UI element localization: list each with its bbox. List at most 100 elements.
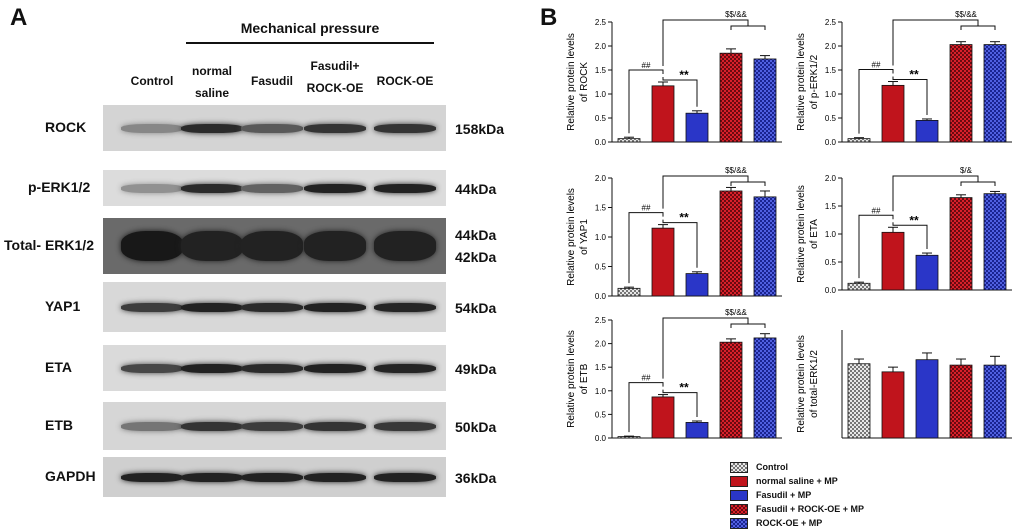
sig-hash-label: ## bbox=[642, 204, 651, 213]
sig-hash-label: ## bbox=[872, 61, 881, 70]
y-tick-label: 2.0 bbox=[595, 340, 607, 349]
y-axis-label: Relative protein levels bbox=[796, 33, 807, 131]
legend-item: normal saline + MP bbox=[730, 475, 838, 488]
column-header: Fasudil bbox=[250, 74, 293, 88]
blot-band bbox=[374, 363, 436, 373]
blot-strip bbox=[103, 457, 446, 497]
sig-hash-label: ## bbox=[642, 61, 651, 70]
y-tick-label: 1.0 bbox=[595, 233, 607, 242]
column-header: normal saline bbox=[191, 64, 232, 100]
blot-strip bbox=[103, 345, 446, 391]
legend-item: Control bbox=[730, 461, 788, 474]
bar bbox=[617, 436, 641, 439]
y-tick-label: 1.5 bbox=[825, 66, 837, 75]
mechanical-pressure-header: Mechanical pressure bbox=[240, 20, 380, 36]
blot-kda: 54kDa bbox=[455, 300, 497, 316]
blot-kda: 50kDa bbox=[455, 419, 497, 435]
bar bbox=[847, 138, 871, 143]
bar bbox=[983, 44, 1007, 143]
sig-bracket bbox=[662, 77, 698, 107]
sig-star-label: ** bbox=[909, 213, 919, 227]
blot-band bbox=[304, 302, 366, 312]
blot-band bbox=[241, 231, 303, 261]
y-tick-label: 2.5 bbox=[595, 316, 607, 325]
sig-hash-label: ## bbox=[642, 374, 651, 383]
y-tick-label: 2.5 bbox=[595, 18, 607, 27]
bar bbox=[915, 120, 939, 143]
y-axis-label: of total-ERK1/2 bbox=[809, 350, 820, 418]
blot-band bbox=[374, 421, 436, 431]
y-axis-label: of ETB bbox=[579, 363, 590, 394]
panel-a-letter: A bbox=[10, 4, 28, 31]
y-tick-label: 2.0 bbox=[595, 174, 607, 183]
blot-band bbox=[181, 183, 243, 193]
blot-band bbox=[181, 302, 243, 312]
y-axis-label: of ETA bbox=[809, 219, 820, 249]
blot-band bbox=[181, 123, 243, 133]
sig-bracket bbox=[628, 69, 664, 134]
legend-swatch bbox=[730, 490, 748, 502]
sig-star-label: ** bbox=[679, 381, 689, 395]
y-tick-label: 1.0 bbox=[595, 90, 607, 99]
sig-bracket bbox=[960, 181, 996, 186]
bar bbox=[847, 363, 871, 439]
blot-kda: 36kDa bbox=[455, 470, 497, 486]
bar bbox=[719, 341, 743, 439]
bar bbox=[753, 337, 777, 439]
sig-top-label: $/& bbox=[960, 166, 973, 175]
bar bbox=[719, 52, 743, 143]
sig-top-label: $$/&& bbox=[725, 308, 747, 317]
bar bbox=[685, 112, 709, 143]
y-tick-label: 0.0 bbox=[595, 292, 607, 301]
chart-panel: 0.0 0.5 1.0 1.5 2.0 Relative protein levels of… bbox=[566, 166, 782, 301]
bar bbox=[685, 422, 709, 439]
sig-star-label: ** bbox=[679, 68, 689, 82]
y-tick-label: 1.0 bbox=[825, 230, 837, 239]
y-axis-label: Relative protein levels bbox=[566, 330, 577, 428]
y-axis-label: Relative protein levels bbox=[566, 33, 577, 131]
bar bbox=[881, 231, 905, 291]
legend-label: Fasudil + ROCK-OE + MP bbox=[756, 504, 865, 514]
blot-band bbox=[121, 183, 183, 193]
sig-bracket bbox=[892, 76, 928, 115]
blot-band bbox=[121, 472, 183, 482]
blot-band bbox=[181, 472, 243, 482]
sig-top-label: $$/&& bbox=[725, 10, 747, 19]
blot-label: p-ERK1/2 bbox=[28, 179, 91, 195]
sig-hash-label: ## bbox=[872, 206, 881, 215]
blot-band bbox=[374, 231, 436, 261]
bar bbox=[617, 138, 641, 143]
bar bbox=[651, 85, 675, 143]
blot-band bbox=[241, 302, 303, 312]
legend-item: Fasudil + MP bbox=[730, 489, 811, 502]
bar bbox=[617, 287, 641, 297]
y-tick-label: 0.5 bbox=[595, 263, 607, 272]
column-header: Control bbox=[130, 74, 174, 88]
blot-band bbox=[241, 363, 303, 373]
legend-swatch bbox=[730, 476, 748, 488]
blot-kda: 44kDa 42kDa bbox=[455, 227, 497, 265]
blot-strip bbox=[103, 170, 446, 206]
blot-kda: 44kDa bbox=[455, 181, 497, 197]
sig-bracket bbox=[662, 19, 749, 66]
y-tick-label: 2.5 bbox=[825, 18, 837, 27]
blot-kda: 158kDa bbox=[455, 121, 505, 137]
blot-band bbox=[241, 123, 303, 133]
sig-star-label: ** bbox=[909, 68, 919, 82]
blot-label: YAP1 bbox=[45, 298, 81, 314]
y-axis-label: of p-ERK1/2 bbox=[809, 54, 820, 109]
sig-bracket bbox=[730, 181, 766, 186]
y-tick-label: 0.0 bbox=[595, 434, 607, 443]
y-tick-label: 0.5 bbox=[825, 114, 837, 123]
blot-band bbox=[304, 231, 366, 261]
chart-panel: 0.0 0.5 1.0 1.5 2.0 2.5 Relative protein level… bbox=[566, 308, 782, 443]
legend-swatch bbox=[730, 462, 748, 474]
blot-label: GAPDH bbox=[45, 468, 96, 484]
sig-bracket bbox=[858, 214, 894, 279]
blot-band bbox=[241, 421, 303, 431]
bar bbox=[949, 364, 973, 439]
blot-band bbox=[121, 363, 183, 373]
blot-band bbox=[374, 472, 436, 482]
y-tick-label: 1.5 bbox=[825, 202, 837, 211]
legend-swatch bbox=[730, 504, 748, 516]
